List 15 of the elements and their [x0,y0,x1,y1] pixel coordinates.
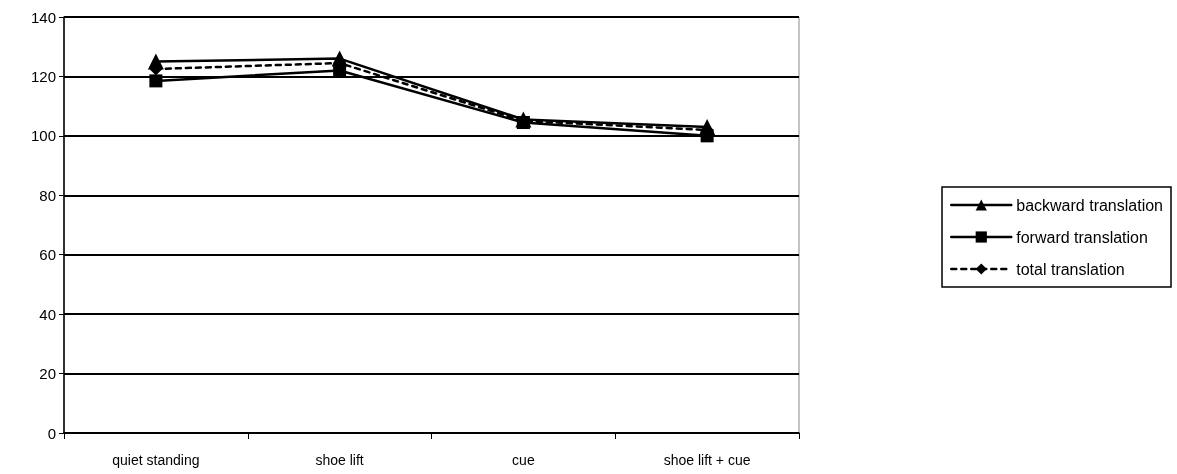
x-tick-label: shoe lift [315,452,364,468]
y-tick-label: 20 [39,365,56,383]
legend-label: total translation [1016,260,1125,278]
y-tick-label: 0 [47,424,56,442]
y-tick-label: 80 [39,186,56,204]
x-tick-label: shoe lift + cue [663,452,751,468]
y-tick-label: 140 [30,8,56,26]
x-tick-label: quiet standing [112,452,200,468]
legend-label: forward translation [1016,228,1148,246]
y-tick-label: 40 [39,305,56,323]
y-tick-label: 120 [30,67,56,85]
y-tick-label: 60 [39,246,56,264]
y-tick-label: 100 [30,127,56,145]
legend-label: backward translation [1016,196,1164,214]
x-tick-label: cue [512,452,535,468]
